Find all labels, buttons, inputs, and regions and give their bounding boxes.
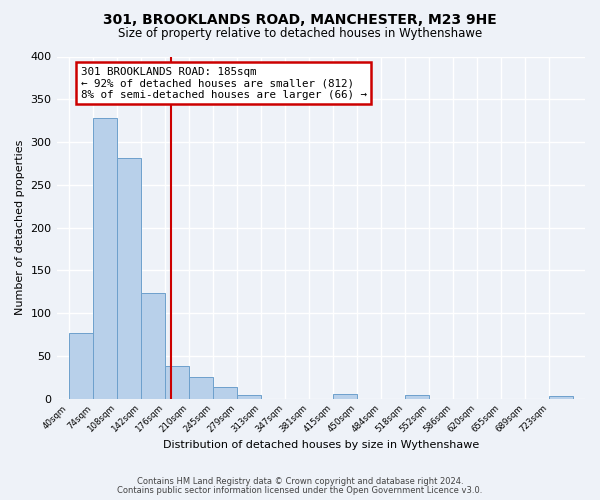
Bar [92,118,116,398]
Text: 301 BROOKLANDS ROAD: 185sqm
← 92% of detached houses are smaller (812)
8% of sem: 301 BROOKLANDS ROAD: 185sqm ← 92% of det… [80,67,367,100]
Bar [549,396,573,398]
Bar [188,377,212,398]
Text: Contains HM Land Registry data © Crown copyright and database right 2024.: Contains HM Land Registry data © Crown c… [137,477,463,486]
Bar [164,366,188,398]
Bar [236,395,261,398]
Bar [116,158,140,398]
Bar [68,332,92,398]
X-axis label: Distribution of detached houses by size in Wythenshawe: Distribution of detached houses by size … [163,440,479,450]
Bar [333,394,357,398]
Text: Size of property relative to detached houses in Wythenshawe: Size of property relative to detached ho… [118,28,482,40]
Text: 301, BROOKLANDS ROAD, MANCHESTER, M23 9HE: 301, BROOKLANDS ROAD, MANCHESTER, M23 9H… [103,12,497,26]
Text: Contains public sector information licensed under the Open Government Licence v3: Contains public sector information licen… [118,486,482,495]
Bar [140,294,164,399]
Bar [212,386,236,398]
Y-axis label: Number of detached properties: Number of detached properties [15,140,25,315]
Bar [405,395,429,398]
